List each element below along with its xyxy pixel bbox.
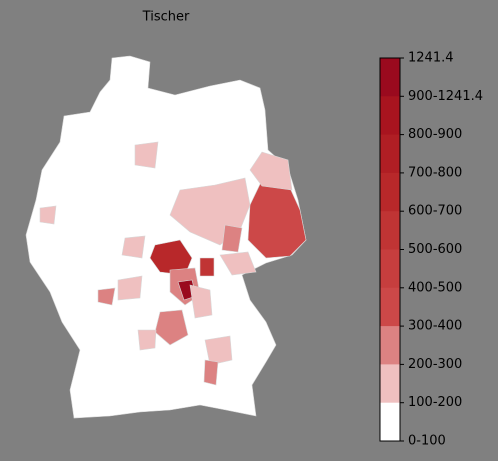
region bbox=[134, 141, 159, 169]
colorbar: 1241.4 900-1241.4 800-900 700-800 600-700 500… bbox=[379, 51, 483, 449]
colorbar-label: 800-900 bbox=[408, 127, 462, 142]
region bbox=[121, 235, 146, 259]
colorbar-segment bbox=[380, 287, 400, 327]
region bbox=[203, 359, 219, 386]
colorbar-segment bbox=[380, 326, 400, 365]
colorbar-label: 200-300 bbox=[408, 357, 462, 372]
region bbox=[189, 284, 213, 319]
region bbox=[249, 151, 293, 191]
colorbar-label: 900-1241.4 bbox=[408, 89, 483, 104]
colorbar-segment bbox=[380, 402, 400, 442]
colorbar-segment bbox=[380, 211, 400, 250]
region bbox=[247, 179, 307, 259]
colorbar-label: 1241.4 bbox=[408, 51, 454, 66]
region bbox=[219, 251, 257, 276]
region bbox=[204, 335, 233, 366]
colorbar-segment bbox=[380, 172, 400, 212]
region bbox=[221, 224, 243, 253]
colorbar-segment bbox=[380, 364, 400, 404]
colorbar-segment bbox=[380, 96, 400, 136]
region bbox=[117, 275, 143, 301]
region bbox=[39, 205, 57, 225]
colorbar-segment bbox=[380, 58, 400, 97]
region bbox=[97, 287, 116, 306]
colorbar-label: 700-800 bbox=[408, 165, 462, 180]
colorbar-label: 400-500 bbox=[408, 280, 462, 295]
map bbox=[25, 55, 307, 419]
colorbar-label: 0-100 bbox=[408, 434, 446, 449]
map-title: Tischer bbox=[142, 10, 190, 25]
colorbar-label: 600-700 bbox=[408, 204, 462, 219]
colorbar-segment bbox=[380, 249, 400, 289]
region bbox=[199, 257, 215, 277]
colorbar-label: 100-200 bbox=[408, 395, 462, 410]
colorbar-label: 300-400 bbox=[408, 319, 462, 334]
colorbar-label: 500-600 bbox=[408, 242, 462, 257]
colorbar-segment bbox=[380, 134, 400, 174]
region bbox=[154, 309, 189, 346]
country-outline bbox=[25, 55, 307, 419]
region bbox=[137, 329, 157, 351]
